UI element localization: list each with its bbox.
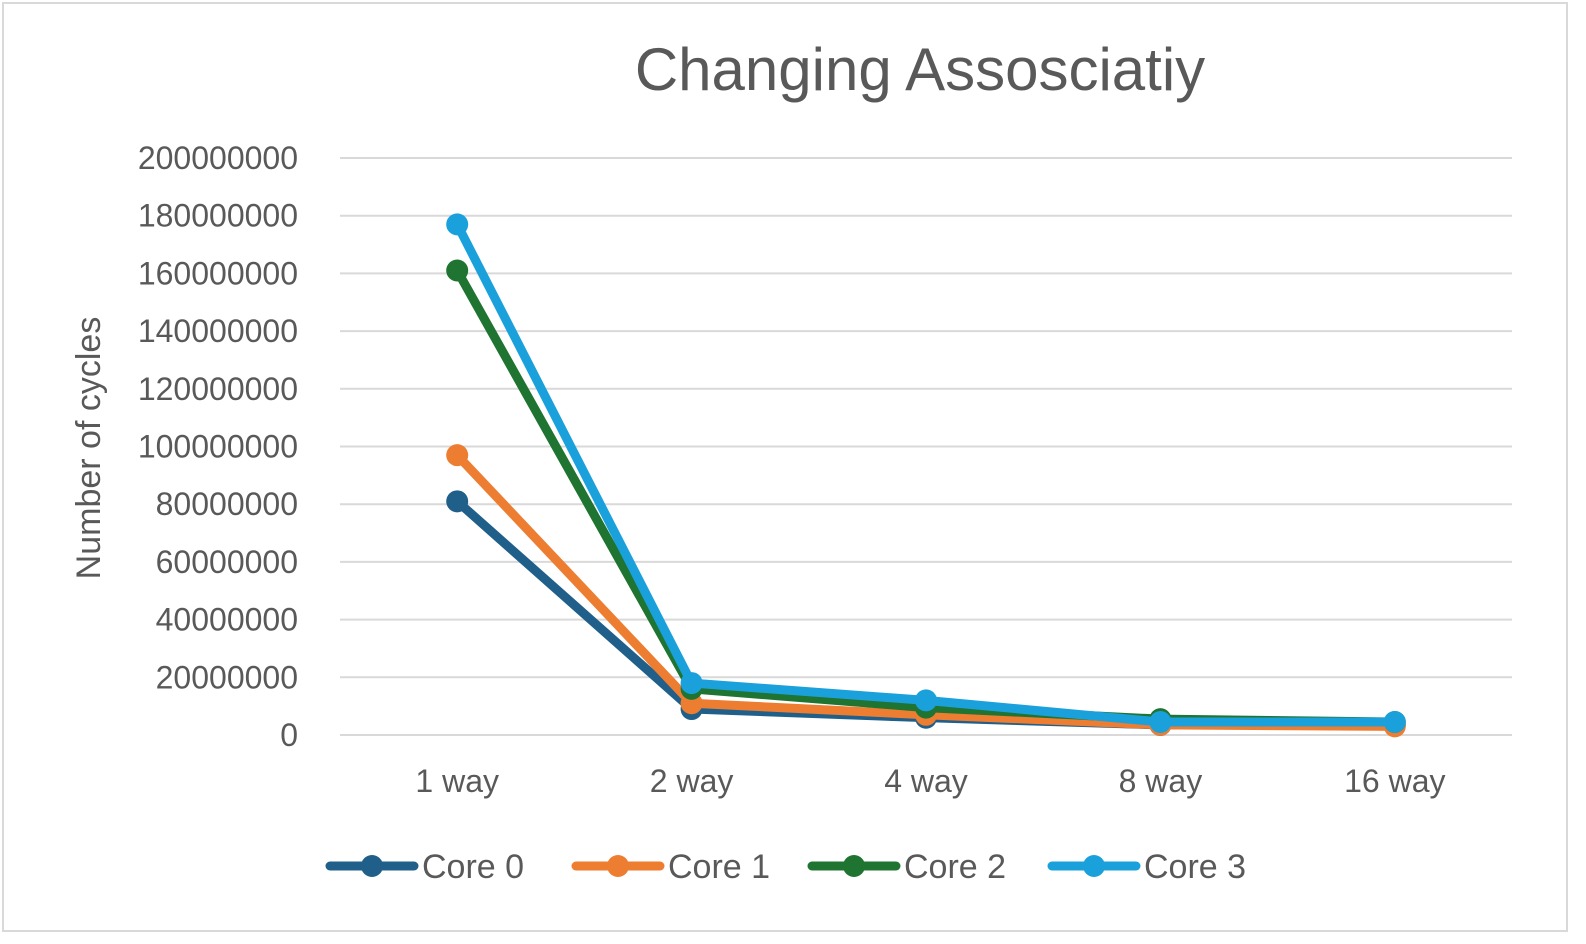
y-tick-label: 120000000	[138, 371, 298, 407]
legend-marker	[607, 855, 629, 877]
y-tick-label: 140000000	[138, 313, 298, 349]
y-tick-label: 100000000	[138, 429, 298, 465]
legend: Core 0 Core 1 Core 2 Core 3	[325, 848, 1246, 886]
data-point	[446, 444, 469, 467]
y-tick-label: 200000000	[138, 140, 298, 176]
series-line	[452, 219, 1400, 727]
x-tick-label: 4 way	[884, 763, 968, 799]
chart-title: Changing Assosciatiy	[635, 36, 1205, 103]
y-tick-label: 40000000	[156, 602, 298, 638]
x-tick-label: 1 way	[415, 763, 499, 799]
data-point	[915, 689, 937, 712]
y-tick-label: 0	[280, 717, 298, 753]
data-point	[446, 213, 469, 236]
legend-item: Core 1	[571, 848, 770, 886]
y-axis-tick-labels: 0 20000000 40000000 60000000 80000000 1000000…	[138, 140, 298, 753]
data-point	[446, 490, 469, 513]
data-point	[446, 259, 469, 282]
data-point	[1149, 711, 1172, 734]
legend-label: Core 0	[422, 848, 524, 886]
x-tick-label: 8 way	[1119, 763, 1203, 799]
series-core-3	[446, 213, 1406, 734]
x-tick-label: 2 way	[650, 763, 734, 799]
y-tick-label: 180000000	[138, 198, 298, 234]
data-point	[680, 672, 703, 695]
series-lines	[446, 213, 1406, 738]
data-point	[1383, 711, 1406, 734]
legend-item: Core 2	[807, 848, 1006, 886]
y-axis-title: Number of cycles	[70, 317, 108, 580]
x-tick-label: 16 way	[1344, 763, 1445, 799]
legend-label: Core 1	[668, 848, 770, 886]
x-axis-tick-labels: 1 way 2 way 4 way 8 way 16 way	[415, 763, 1445, 799]
legend-marker	[1083, 855, 1105, 877]
legend-item: Core 3	[1047, 848, 1246, 886]
y-tick-label: 20000000	[156, 659, 298, 695]
legend-marker	[361, 855, 383, 877]
legend-label: Core 2	[904, 848, 1006, 886]
legend-marker	[843, 855, 865, 877]
y-tick-label: 80000000	[156, 486, 298, 522]
legend-label: Core 3	[1144, 848, 1246, 886]
y-tick-label: 60000000	[156, 544, 298, 580]
legend-item: Core 0	[325, 848, 524, 886]
gridlines	[340, 157, 1512, 736]
y-tick-label: 160000000	[138, 255, 298, 291]
